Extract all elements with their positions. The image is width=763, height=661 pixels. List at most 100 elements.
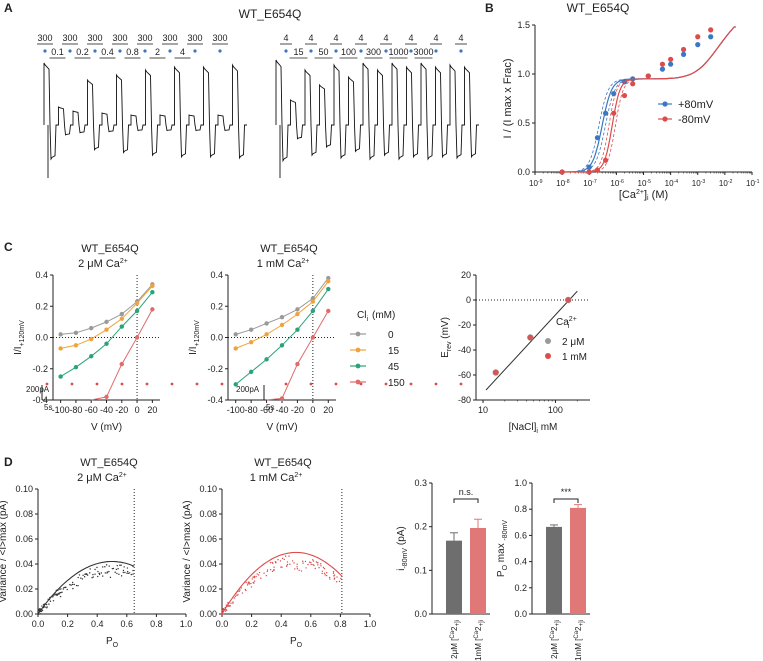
variance-point xyxy=(245,589,247,592)
y-tick-label: 0.02 xyxy=(199,584,217,594)
variance-point xyxy=(42,603,45,606)
variance-point xyxy=(258,571,261,574)
iv-point xyxy=(279,396,285,401)
iv-point xyxy=(264,357,269,362)
ylabel-sub: +120mV xyxy=(194,320,201,347)
solution-label: 4 xyxy=(333,33,338,43)
data-point xyxy=(708,27,714,33)
cat-bracket: 2 xyxy=(574,626,583,631)
cat-bracket: 2 xyxy=(450,626,459,631)
solution-sublabel: 15 xyxy=(293,47,303,57)
y-tick-label: 0.0 xyxy=(35,333,48,343)
variance-point xyxy=(126,570,129,573)
variance-point xyxy=(117,568,119,570)
variance-point xyxy=(123,566,125,568)
variance-point xyxy=(228,605,231,607)
variance-point xyxy=(250,582,252,585)
iv-point xyxy=(310,299,316,304)
variance-point xyxy=(104,572,107,574)
y-tick-label: 0.08 xyxy=(199,509,217,519)
ylabel-sub: O xyxy=(502,564,509,570)
cat-main: 2μM [ xyxy=(450,638,459,659)
blue-dot xyxy=(218,49,222,53)
variance-point xyxy=(77,576,79,579)
x-tick-label: 0.8 xyxy=(150,619,163,629)
y-tick-label: 0.04 xyxy=(15,559,33,569)
variance-point xyxy=(122,569,125,572)
y-tick-label: 0.06 xyxy=(15,534,33,544)
variance-point xyxy=(263,572,265,574)
variance-point xyxy=(315,561,318,563)
blue-dot xyxy=(168,49,172,53)
solution-label: 300 xyxy=(37,33,52,43)
solution-sublabel: 1000 xyxy=(388,47,408,57)
iv-point xyxy=(119,316,124,321)
variance-point xyxy=(130,573,132,576)
iv-point xyxy=(150,307,155,312)
panel-a: A WT_E654Q 300 300 300 300 300 300 300 300 0.1 0.… xyxy=(4,1,479,412)
d2-subtitle: 1 mM Ca2+ xyxy=(250,472,303,484)
solution-label: 300 xyxy=(87,33,102,43)
variance-point xyxy=(317,564,319,566)
variance-point xyxy=(253,580,256,582)
ci-curve xyxy=(562,26,736,173)
x-tick-label-sup: -7 xyxy=(592,179,597,185)
x-tick-label: 10-4 xyxy=(665,179,679,188)
y-tick-label: 0.2 xyxy=(210,301,223,311)
x-tick-label: 10-5 xyxy=(638,179,652,188)
x-tick-label: 0.0 xyxy=(32,619,45,629)
variance-point xyxy=(109,576,112,579)
variance-point xyxy=(56,594,59,596)
y-tick-label: 0.0 xyxy=(514,609,527,619)
x-tick-label: 10-3 xyxy=(692,179,706,188)
variance-point xyxy=(244,588,247,591)
iv-point xyxy=(326,308,331,314)
variance-point xyxy=(253,582,255,584)
x-tick-label-main: 10 xyxy=(556,179,565,188)
xlabel-sub: O xyxy=(297,642,303,649)
xlabel-unit: mM xyxy=(538,422,557,433)
iv-point xyxy=(134,300,140,306)
d1-title: WT_E654Q xyxy=(80,457,138,469)
variance-point xyxy=(94,568,96,571)
variance-point xyxy=(222,607,224,610)
y-tick-label: 20 xyxy=(461,270,471,280)
chart-d2: 0.00 0.02 0.04 0.06 0.08 0.10 0.0 0.2 0.4 0.6 0.8 1… xyxy=(182,484,376,649)
cat-sup: Ca xyxy=(474,630,480,638)
bar xyxy=(570,507,586,614)
red-dot xyxy=(434,382,438,386)
variance-point xyxy=(336,576,338,578)
x-tick-label: 0.8 xyxy=(334,619,347,629)
variance-point xyxy=(132,569,134,572)
x-tick-label-sup: -4 xyxy=(674,179,679,185)
variance-point xyxy=(266,569,269,571)
y-tick-label: 0.2 xyxy=(414,522,427,532)
x-tick-label: 100 xyxy=(548,405,563,415)
trace-left xyxy=(43,62,247,178)
x-tick-label: 0 xyxy=(135,405,140,415)
y-tick-label: 0.00 xyxy=(199,609,217,619)
variance-point xyxy=(73,583,75,586)
y-tick-label: 0.2 xyxy=(35,301,48,311)
blue-dot xyxy=(359,49,363,53)
iv-point xyxy=(295,311,300,317)
y-tick-label: 0.3 xyxy=(414,478,427,488)
iv-point xyxy=(264,332,269,337)
blue-dot xyxy=(434,49,438,53)
data-point xyxy=(611,110,617,116)
chart-c1: -0.4 -0.2 0.0 0.2 0.4 -100 -80 -60 -40 -20 0 20 V (m… xyxy=(13,270,160,433)
panel-letter-b: B xyxy=(485,1,494,15)
cat-sup: Ca xyxy=(574,630,580,638)
variance-point xyxy=(332,571,335,573)
xlabel-main: [NaCl] xyxy=(509,422,537,433)
variance-point xyxy=(108,565,110,567)
data-point xyxy=(602,110,609,116)
x-axis-label: [NaCl]i mM xyxy=(509,422,558,435)
x-tick-label: -60 xyxy=(260,405,273,415)
variance-point xyxy=(298,569,300,572)
legend-marker xyxy=(355,379,361,385)
variance-point xyxy=(305,567,307,569)
variance-point xyxy=(234,595,237,597)
variance-point xyxy=(132,573,134,575)
solution-sublabel: 0.8 xyxy=(126,47,139,57)
